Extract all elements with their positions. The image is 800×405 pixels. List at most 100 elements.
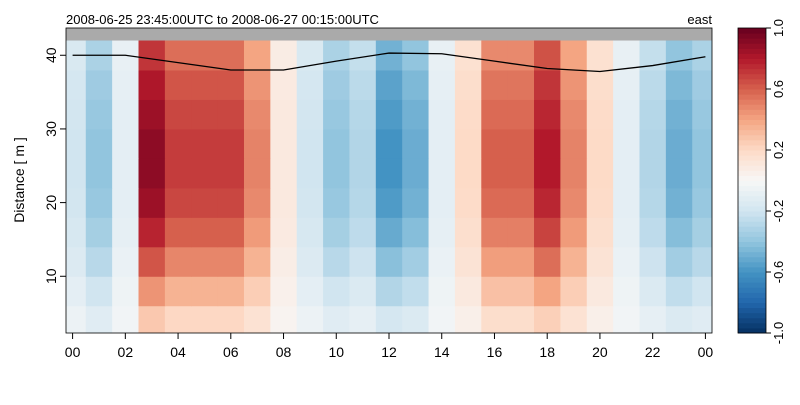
heatmap-cell <box>349 69 377 100</box>
heatmap-cell <box>665 99 693 130</box>
heatmap-cell <box>112 217 140 248</box>
heatmap-cell <box>402 305 430 333</box>
heatmap-cell <box>138 276 166 307</box>
heatmap-cell <box>534 217 561 248</box>
heatmap-cell <box>112 158 140 189</box>
heatmap-cell <box>243 246 271 277</box>
x-tick-label: 22 <box>645 344 661 360</box>
heatmap-cell <box>349 217 377 248</box>
colorbar-segment <box>738 251 766 258</box>
heatmap-cell <box>112 246 140 277</box>
heatmap-cell <box>349 305 377 333</box>
heatmap-cell <box>323 99 350 130</box>
x-tick-label: 10 <box>328 344 344 360</box>
colorbar-tick-label: 0.6 <box>771 80 786 98</box>
heatmap-cell <box>454 99 482 130</box>
heatmap-cell <box>85 246 113 277</box>
heatmap-cell <box>243 128 271 159</box>
colorbar-segment <box>738 302 766 309</box>
colorbar-tick-label: -1.0 <box>771 322 786 344</box>
heatmap-cell <box>560 305 588 333</box>
heatmap-cell <box>349 246 377 277</box>
heatmap-cell <box>323 187 350 218</box>
heatmap-cell <box>639 217 667 248</box>
heatmap-cell <box>613 187 640 218</box>
colorbar-segment <box>738 129 766 136</box>
heatmap-cell <box>560 128 588 159</box>
heatmap-cell <box>217 40 245 71</box>
heatmap-cell <box>217 128 245 159</box>
colorbar-segment <box>738 287 766 293</box>
heatmap-cell <box>665 217 693 248</box>
heatmap-cell <box>296 305 324 333</box>
x-tick-label: 06 <box>223 344 239 360</box>
heatmap-cell <box>217 305 245 333</box>
heatmap-cell <box>507 217 535 248</box>
heatmap-cell <box>243 69 271 100</box>
heatmap-cell <box>217 99 245 130</box>
heatmap-cell <box>85 305 113 333</box>
heatmap-cell <box>692 305 712 333</box>
heatmap-cell <box>507 187 535 218</box>
heatmap-cell <box>613 128 640 159</box>
y-tick-label: 40 <box>43 47 59 63</box>
colorbar-frame <box>737 27 767 334</box>
heatmap-cell <box>639 246 667 277</box>
heatmap-cell <box>481 276 509 307</box>
heatmap-cell <box>560 158 588 189</box>
heatmap-cell <box>428 276 456 307</box>
heatmap-cell <box>164 305 192 333</box>
heatmap-cell <box>296 246 324 277</box>
colorbar-segment <box>738 139 766 146</box>
heatmap-cell <box>323 69 350 100</box>
heatmap-cell <box>375 40 403 71</box>
heatmap-cell <box>375 305 403 333</box>
heatmap-cell <box>692 128 712 159</box>
heatmap-cell <box>560 99 588 130</box>
heatmap-cell <box>507 246 535 277</box>
plot-area <box>66 28 712 333</box>
heatmap-cell <box>85 99 113 130</box>
heatmap-cell <box>66 217 87 248</box>
heatmap-cell <box>481 158 509 189</box>
heatmap-cell <box>112 128 140 159</box>
heatmap-cell <box>164 40 192 71</box>
heatmap-cell <box>639 187 667 218</box>
heatmap-cell <box>138 69 166 100</box>
heatmap-cell <box>164 187 192 218</box>
heatmap-cell <box>296 69 324 100</box>
heatmap-cell <box>481 187 509 218</box>
colorbar-segment <box>738 165 766 171</box>
heatmap-cell <box>66 158 87 189</box>
y-tick-label: 10 <box>43 268 59 284</box>
heatmap-cell <box>270 158 298 189</box>
colorbar-segment <box>738 83 766 90</box>
heatmap-cell <box>507 305 535 333</box>
colorbar-segment <box>738 211 766 217</box>
heatmap-cell <box>191 305 219 333</box>
heatmap-cell <box>534 187 561 218</box>
heatmap-cell <box>692 217 712 248</box>
heatmap-cell <box>560 187 588 218</box>
heatmap-cell <box>454 40 482 71</box>
heatmap-cell <box>665 69 693 100</box>
colorbar-segment <box>738 195 766 202</box>
heatmap-cell <box>66 305 87 333</box>
x-tick-label: 20 <box>592 344 608 360</box>
heatmap-cell <box>270 99 298 130</box>
colorbar-segment <box>738 73 766 80</box>
heatmap-cell <box>692 40 712 71</box>
heatmap-cell <box>138 305 166 333</box>
heatmap-cell <box>164 217 192 248</box>
heatmap-cell <box>375 69 403 100</box>
heatmap-cell <box>428 69 456 100</box>
heatmap-cell <box>323 158 350 189</box>
heatmap-cell <box>349 99 377 130</box>
heatmap-cell <box>85 158 113 189</box>
colorbar-segment <box>738 99 766 105</box>
heatmap-cell <box>270 246 298 277</box>
heatmap-cell <box>191 99 219 130</box>
colorbar-segment <box>738 317 766 324</box>
heatmap-cell <box>534 99 561 130</box>
colorbar-segment <box>738 327 766 334</box>
